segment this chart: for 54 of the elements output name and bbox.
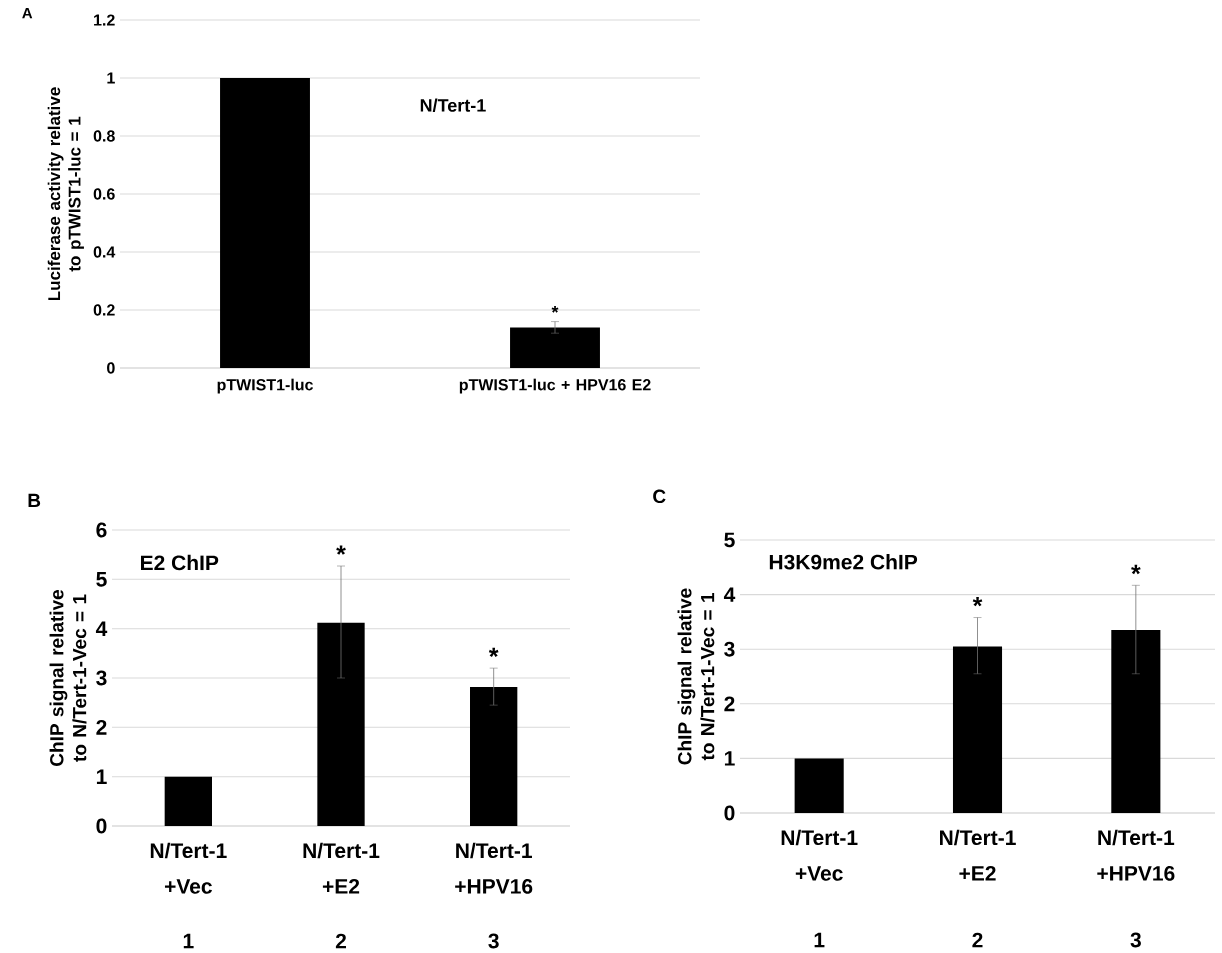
- annotation: *: [336, 545, 346, 555]
- bar: [952, 646, 1003, 814]
- y-tick-label: 4: [95, 621, 108, 636]
- annotation: N/Tert-1: [420, 98, 486, 113]
- y-tick-label: 0.2: [93, 304, 115, 316]
- y-tick-label: 1: [107, 72, 115, 84]
- bar: [794, 758, 844, 814]
- text: 2: [972, 932, 983, 948]
- x-tick-label: N/Tert-1 +HPV16: [455, 842, 533, 894]
- x-tick-label: pTWIST1-luc: [217, 378, 313, 394]
- x-tick-label: N/Tert-1 +E2: [303, 842, 380, 894]
- y-tick-label: 3: [724, 641, 735, 657]
- bar: [1111, 630, 1161, 814]
- annotation: *: [488, 647, 499, 658]
- y-tick-label: 0: [724, 805, 735, 821]
- x-tick-label: N/Tert-1 +Vec: [781, 829, 858, 881]
- annotation: E2 ChIP: [140, 554, 219, 571]
- annotation: *: [551, 306, 559, 313]
- x-tick-label: N/Tert-1 +HPV16: [1097, 829, 1175, 881]
- y-tick-label: 0.6: [93, 188, 115, 200]
- y-tick-label: 4: [723, 587, 736, 602]
- y-tick-label: 5: [96, 572, 107, 587]
- text: 3: [488, 933, 499, 949]
- y-tick-label: 1: [96, 769, 107, 784]
- text: C: [653, 489, 666, 504]
- bar: [470, 686, 518, 827]
- text: 1: [183, 933, 194, 949]
- bar: [317, 622, 365, 827]
- y-tick-label: 2: [724, 696, 735, 712]
- text: 3: [1130, 932, 1141, 948]
- y-tick-label: 0: [107, 362, 115, 374]
- x-tick-label: N/Tert-1 +E2: [940, 829, 1016, 881]
- y-tick-label: 2: [96, 720, 107, 735]
- y-tick-label: 1.2: [94, 14, 115, 26]
- y-axis-title: ChIP signal relative to N/Tert-1-Vec = 1: [677, 588, 715, 765]
- text: A: [22, 7, 33, 19]
- bar: [164, 776, 212, 827]
- x-tick-label: pTWIST1-luc + HPV16 E2: [459, 378, 651, 394]
- annotation: *: [972, 597, 983, 607]
- annotation: *: [1131, 564, 1141, 575]
- y-tick-label: 3: [96, 670, 107, 686]
- y-tick-label: 5: [724, 532, 735, 548]
- text: B: [28, 493, 41, 507]
- annotation: H3K9me2 ChIP: [769, 554, 918, 570]
- y-tick-label: 0.8: [93, 130, 115, 142]
- y-tick-label: 0.4: [93, 246, 116, 258]
- y-tick-label: 0: [96, 818, 107, 834]
- y-tick-label: 1: [724, 751, 735, 766]
- x-tick-label: N/Tert-1 +Vec: [150, 842, 227, 894]
- text: 1: [814, 932, 825, 948]
- y-tick-label: 6: [96, 522, 107, 538]
- y-axis-title: Luciferase activity relative to pTWIST1-luc = 1: [47, 87, 84, 301]
- text: 2: [335, 933, 346, 949]
- y-axis-title: ChIP signal relative to N/Tert-1-Vec = 1: [49, 590, 87, 766]
